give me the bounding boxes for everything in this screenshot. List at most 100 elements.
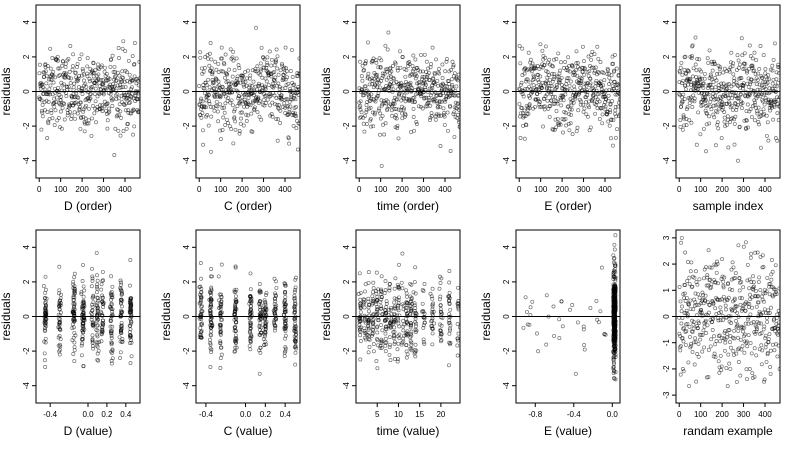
scatter-point (92, 91, 97, 96)
scatter-point (362, 335, 367, 340)
scatter-point (395, 126, 400, 130)
scatter-point (286, 136, 291, 141)
scatter-point (271, 85, 276, 90)
scatter-point (212, 86, 217, 91)
scatter-point (607, 75, 612, 80)
scatter-point (680, 127, 685, 132)
scatter-point (257, 282, 262, 286)
scatter-point (749, 115, 754, 120)
scatter-point (702, 76, 707, 81)
scatter-point (694, 379, 699, 384)
scatter-point (521, 325, 526, 330)
scatter-point (736, 243, 741, 248)
scatter-point (714, 270, 719, 275)
scatter-point (113, 73, 118, 78)
scatter-point (711, 301, 716, 306)
scatter-point (583, 81, 588, 86)
scatter-point (272, 328, 277, 333)
scatter-point (223, 123, 228, 127)
y-tick-label: 2 (22, 54, 31, 59)
scatter-point (681, 325, 686, 330)
scatter-point (766, 73, 771, 78)
scatter-point (721, 279, 726, 284)
scatter-point (586, 54, 591, 59)
x-tick-label: -0.8 (528, 410, 542, 419)
scatter-point (366, 309, 371, 314)
y-tick-label: -4 (342, 382, 351, 390)
scatter-point (384, 340, 389, 345)
scatter-point (529, 87, 534, 92)
scatter-point (742, 66, 747, 71)
scatter-point (209, 285, 214, 290)
scatter-point (414, 312, 419, 317)
scatter-point (732, 336, 737, 341)
scatter-point (119, 100, 124, 104)
scatter-point (699, 332, 704, 337)
scatter-point (775, 332, 780, 337)
scatter-point (706, 92, 711, 97)
scatter-point (699, 69, 704, 74)
scatter-point (740, 344, 745, 349)
scatter-point (571, 73, 576, 77)
scatter-point (599, 265, 604, 270)
scatter-point (248, 320, 253, 325)
scatter-point (391, 336, 396, 341)
scatter-point (686, 260, 690, 264)
scatter-point (764, 359, 769, 364)
scatter-point (686, 360, 691, 365)
scatter-point (248, 312, 253, 317)
y-tick-label: 3 (662, 235, 671, 240)
y-tick-label: 0 (502, 89, 511, 94)
scatter-point (217, 298, 222, 303)
scatter-point (247, 301, 252, 306)
scatter-point (388, 320, 393, 325)
x-tick-label: 0 (37, 185, 42, 194)
scatter-point (132, 62, 137, 67)
scatter-point (527, 95, 532, 100)
scatter-point (683, 329, 688, 334)
scatter-point (48, 46, 53, 51)
scatter-point (281, 77, 286, 82)
scatter-point (243, 79, 248, 84)
scatter-point (112, 64, 117, 69)
scatter-point (90, 276, 95, 281)
scatter-point (72, 275, 77, 280)
scatter-point (396, 87, 400, 92)
scatter-point (261, 309, 266, 314)
scatter-point (770, 86, 775, 91)
scatter-point (549, 98, 554, 103)
scatter-point (378, 306, 383, 311)
scatter-point (732, 76, 737, 81)
scatter-point (254, 25, 258, 30)
scatter-point (88, 91, 93, 96)
x-tick-label: 100 (534, 185, 548, 194)
scatter-point (681, 369, 686, 374)
scatter-point (536, 78, 541, 83)
scatter-point (742, 51, 747, 56)
scatter-point (525, 77, 530, 82)
scatter-point (198, 326, 203, 330)
y-axis-label: residuals (319, 292, 333, 340)
scatter-point (379, 345, 384, 350)
scatter-point (285, 103, 290, 108)
scatter-point (224, 117, 229, 122)
scatter-point (452, 134, 457, 139)
scatter-point (401, 303, 406, 308)
scatter-point (727, 361, 732, 366)
scatter-point (685, 321, 690, 326)
scatter-point (291, 123, 296, 128)
x-tick-label: 100 (54, 185, 68, 194)
scatter-point (613, 299, 618, 304)
scatter-point (408, 97, 412, 102)
scatter-point (57, 66, 62, 71)
scatter-point (612, 318, 617, 323)
scatter-point (447, 318, 452, 323)
scatter-point (400, 54, 405, 59)
x-tick-label: 0 (677, 185, 682, 194)
scatter-point (436, 104, 441, 109)
y-tick-label: 2 (502, 54, 511, 59)
scatter-point (361, 68, 366, 73)
scatter-point (691, 93, 696, 98)
scatter-point (258, 307, 263, 312)
scatter-point (742, 325, 747, 330)
